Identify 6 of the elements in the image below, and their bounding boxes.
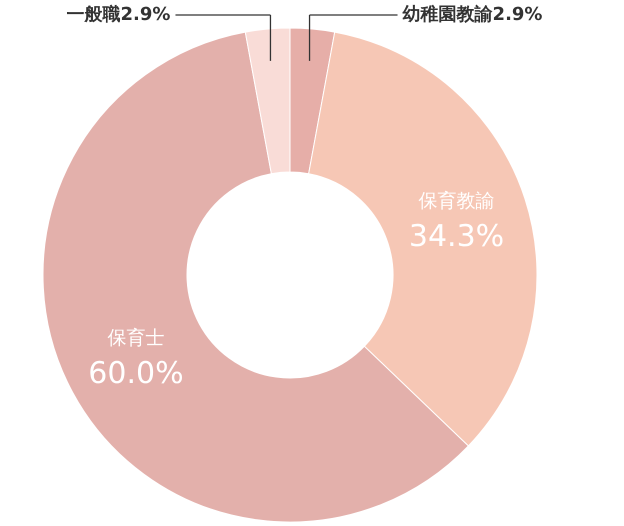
slice-label: 保育士 [107, 327, 164, 350]
slice-label: 一般職2.9% [66, 4, 170, 25]
data-label: 34.3% [408, 219, 504, 254]
data-label: 60.0% [88, 356, 184, 392]
slice-label: 保育教諭 [418, 190, 495, 212]
slice-label: 幼稚園教諭2.9% [402, 4, 542, 25]
